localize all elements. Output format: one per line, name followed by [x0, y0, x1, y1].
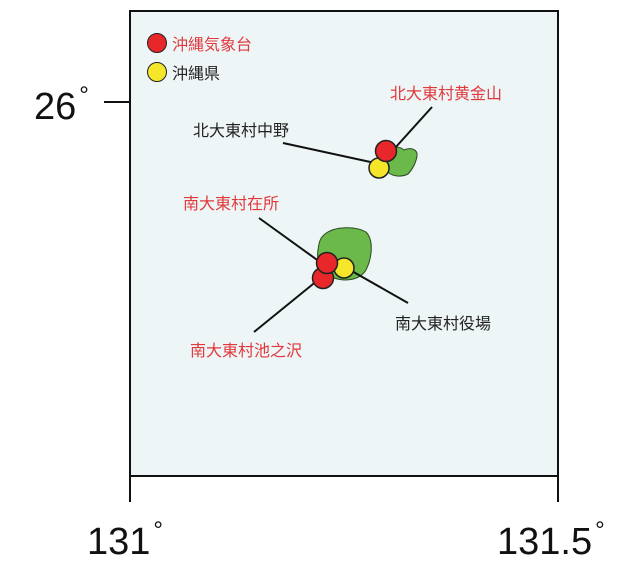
lat-degree: °: [79, 82, 89, 109]
lon-label-131-5: 131.5 °: [497, 517, 605, 564]
legend-prefecture: 沖縄県: [147, 60, 220, 84]
label-minami-yakuba: 南大東村役場: [395, 314, 492, 333]
leader-kita-kogane: [394, 106, 433, 149]
leader-minami-yakuba: [349, 269, 409, 304]
lat-value: 26: [34, 86, 77, 128]
label-minami-zaisho: 南大東村在所: [183, 194, 280, 213]
leader-kita-nakano: [282, 142, 376, 164]
lat-label-26: 26 °: [34, 82, 89, 129]
label-minami-ikenosawa: 南大東村池之沢: [190, 341, 303, 360]
lon-right-degree: °: [595, 517, 605, 544]
marker-minami-zaisho-jma: [315, 251, 339, 275]
lon-right-value: 131.5: [497, 521, 593, 563]
lon-left-value: 131: [87, 521, 151, 563]
legend-jma-label: 沖縄気象台: [172, 35, 253, 54]
legend-jma: 沖縄気象台: [147, 31, 252, 55]
leader-minami-zaisho: [258, 217, 321, 263]
label-kita-nakano: 北大東村中野: [193, 121, 290, 140]
legend-prefecture-label: 沖縄県: [172, 64, 221, 83]
label-kita-kogane: 北大東村黄金山: [390, 84, 503, 103]
lat-tick: [104, 101, 129, 103]
lon-tick-left: [129, 477, 131, 502]
lon-tick-right: [557, 477, 559, 502]
lon-left-degree: °: [153, 517, 164, 544]
marker-kita-kogane-jma: [374, 139, 398, 163]
lon-label-131: 131 °: [87, 517, 163, 564]
legend-jma-dot: [147, 33, 167, 53]
leader-minami-ikenosawa: [253, 279, 319, 333]
legend-prefecture-dot: [147, 62, 167, 82]
